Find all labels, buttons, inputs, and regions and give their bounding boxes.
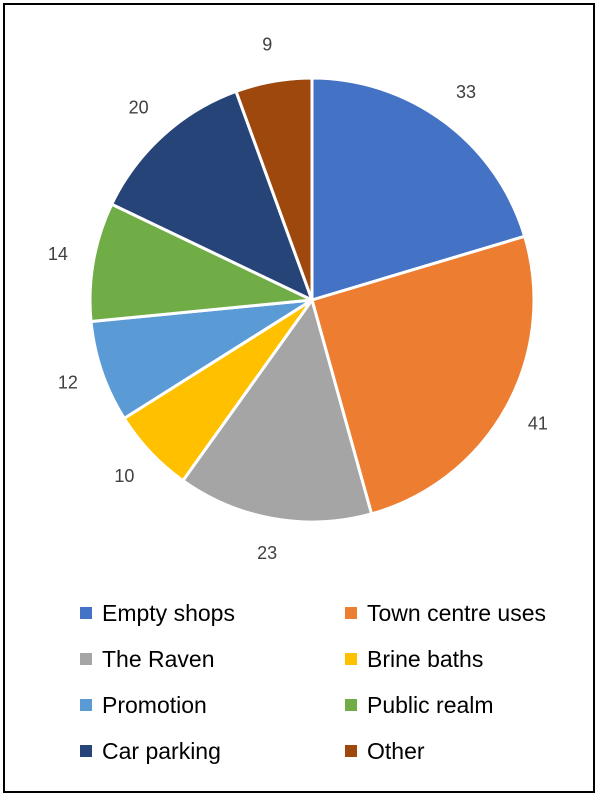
legend-item-the-raven: The Raven <box>80 646 345 673</box>
legend-item-empty-shops: Empty shops <box>80 600 345 627</box>
legend-item-car-parking: Car parking <box>80 738 345 765</box>
legend-swatch <box>80 745 92 757</box>
data-label: 10 <box>114 466 134 486</box>
data-label: 20 <box>129 98 149 118</box>
data-label: 41 <box>528 413 548 433</box>
legend-label: Town centre uses <box>367 599 546 626</box>
pie-slice-promotion <box>89 298 314 420</box>
legend-item-promotion: Promotion <box>80 692 345 719</box>
pie-slice-the-raven <box>181 298 374 524</box>
legend-swatch <box>345 699 357 711</box>
legend-row: The Raven Brine baths <box>80 636 580 682</box>
chart-legend: Empty shops Town centre uses The Raven B… <box>80 590 580 774</box>
legend-label: Car parking <box>102 737 221 764</box>
legend-row: Promotion Public realm <box>80 682 580 728</box>
pie-slice-other <box>234 76 314 302</box>
legend-item-other: Other <box>345 738 580 765</box>
legend-item-public-realm: Public realm <box>345 692 580 719</box>
legend-item-town-centre-uses: Town centre uses <box>345 600 580 627</box>
legend-label: Public realm <box>367 691 494 718</box>
pie-slice-car-parking <box>110 89 314 302</box>
legend-row: Car parking Other <box>80 728 580 774</box>
legend-swatch <box>345 653 357 665</box>
legend-swatch <box>80 607 92 619</box>
pie-slice-public-realm <box>88 202 314 323</box>
data-label: 33 <box>456 82 476 102</box>
legend-label: Empty shops <box>102 599 235 626</box>
data-label: 12 <box>58 372 78 392</box>
legend-item-brine-baths: Brine baths <box>345 646 580 673</box>
legend-label: The Raven <box>102 645 215 672</box>
pie-slice-town-centre-uses <box>310 234 536 516</box>
data-label: 23 <box>257 543 277 563</box>
legend-swatch <box>345 607 357 619</box>
data-label: 14 <box>48 244 68 264</box>
legend-label: Other <box>367 737 425 764</box>
legend-swatch <box>345 745 357 757</box>
pie-slice-empty-shops <box>310 76 527 302</box>
legend-row: Empty shops Town centre uses <box>80 590 580 636</box>
legend-label: Promotion <box>102 691 207 718</box>
legend-label: Brine baths <box>367 645 484 672</box>
legend-swatch <box>80 699 92 711</box>
legend-swatch <box>80 653 92 665</box>
data-label: 9 <box>262 35 272 55</box>
